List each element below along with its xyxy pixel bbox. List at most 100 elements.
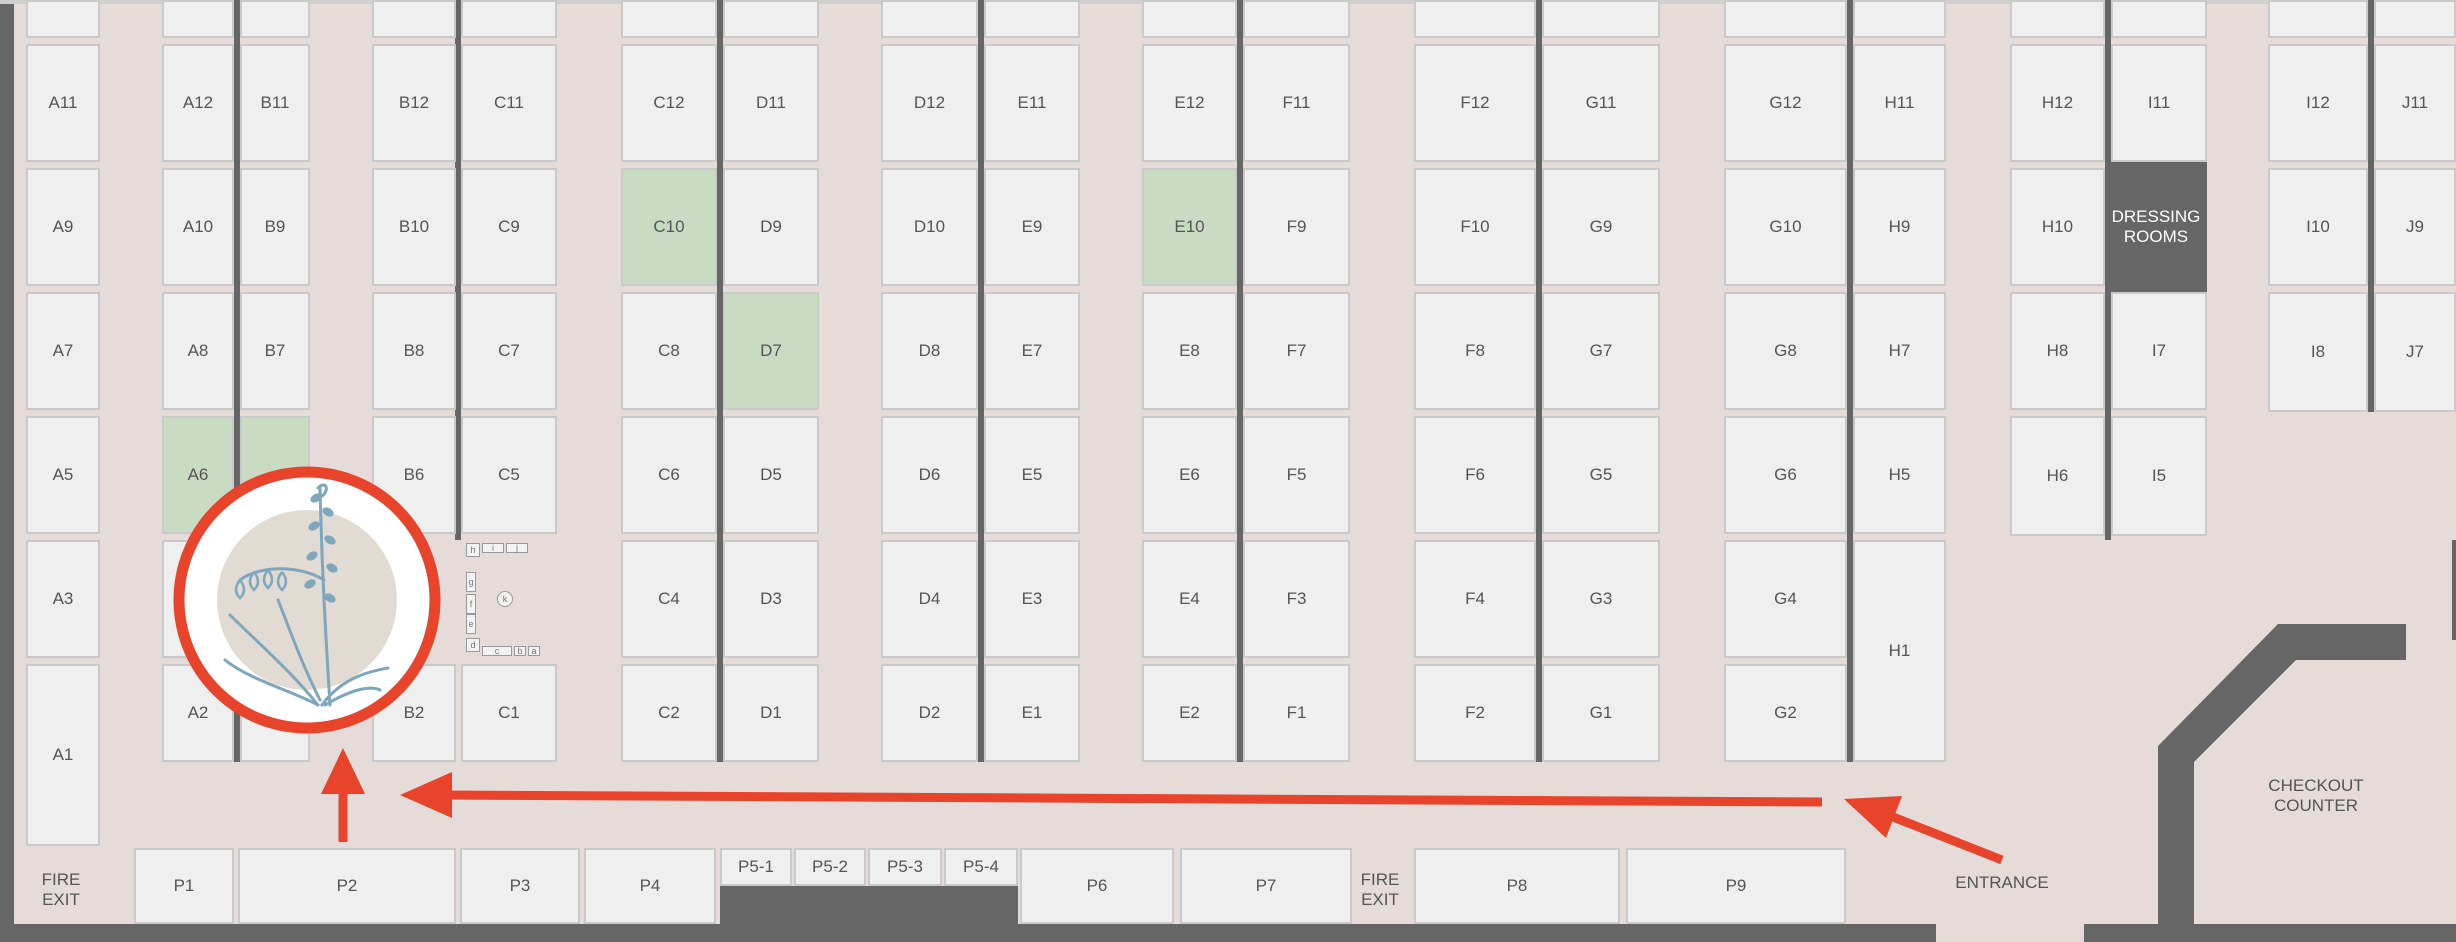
booth-E6[interactable]: E6: [1142, 416, 1237, 534]
booth-I7[interactable]: I7: [2111, 292, 2207, 410]
booth-G9[interactable]: G9: [1542, 168, 1660, 286]
booth-P5-1[interactable]: P5-1: [720, 848, 792, 886]
booth-P5-4[interactable]: P5-4: [944, 848, 1018, 886]
booth-E9[interactable]: E9: [984, 168, 1080, 286]
small-table-c[interactable]: c: [482, 646, 512, 656]
booth-A12[interactable]: A12: [162, 44, 234, 162]
booth-G5[interactable]: G5: [1542, 416, 1660, 534]
booth-F2[interactable]: F2: [1414, 664, 1536, 762]
booth-C7[interactable]: C7: [461, 292, 557, 410]
booth-B8[interactable]: B8: [372, 292, 456, 410]
booth-D3[interactable]: D3: [723, 540, 819, 658]
booth-E3[interactable]: E3: [984, 540, 1080, 658]
booth-E5[interactable]: E5: [984, 416, 1080, 534]
booth-B11[interactable]: B11: [240, 44, 310, 162]
booth-H10[interactable]: H10: [2010, 168, 2105, 286]
booth-B7[interactable]: B7: [240, 292, 310, 410]
booth-E1[interactable]: E1: [984, 664, 1080, 762]
booth-F9[interactable]: F9: [1243, 168, 1350, 286]
booth-A1[interactable]: A1: [26, 664, 100, 846]
booth-P4[interactable]: P4: [584, 848, 716, 924]
booth-C1[interactable]: C1: [461, 664, 557, 762]
booth-A9[interactable]: A9: [26, 168, 100, 286]
booth-H5[interactable]: H5: [1853, 416, 1946, 534]
booth-D5[interactable]: D5: [723, 416, 819, 534]
booth-A10[interactable]: A10: [162, 168, 234, 286]
booth-P1[interactable]: P1: [134, 848, 234, 924]
booth-J9[interactable]: J9: [2374, 168, 2456, 286]
booth-I12[interactable]: I12: [2268, 44, 2368, 162]
booth-E2[interactable]: E2: [1142, 664, 1237, 762]
booth-C2[interactable]: C2: [621, 664, 717, 762]
booth-H8[interactable]: H8: [2010, 292, 2105, 410]
booth-E10[interactable]: E10: [1142, 168, 1237, 286]
small-table-a[interactable]: a: [528, 646, 540, 656]
booth-J11[interactable]: J11: [2374, 44, 2456, 162]
booth-E7[interactable]: E7: [984, 292, 1080, 410]
booth-D8[interactable]: D8: [881, 292, 978, 410]
booth-B10[interactable]: B10: [372, 168, 456, 286]
booth-C11[interactable]: C11: [461, 44, 557, 162]
booth-P8[interactable]: P8: [1414, 848, 1620, 924]
booth-P6[interactable]: P6: [1020, 848, 1174, 924]
booth-G8[interactable]: G8: [1724, 292, 1847, 410]
booth-B12[interactable]: B12: [372, 44, 456, 162]
booth-A3[interactable]: A3: [26, 540, 100, 658]
booth-A7[interactable]: A7: [26, 292, 100, 410]
booth-F11[interactable]: F11: [1243, 44, 1350, 162]
booth-P7[interactable]: P7: [1180, 848, 1352, 924]
booth-D2[interactable]: D2: [881, 664, 978, 762]
booth-C6[interactable]: C6: [621, 416, 717, 534]
booth-I11[interactable]: I11: [2111, 44, 2207, 162]
booth-P5-3[interactable]: P5-3: [868, 848, 942, 886]
booth-E11[interactable]: E11: [984, 44, 1080, 162]
booth-A5[interactable]: A5: [26, 416, 100, 534]
booth-C12[interactable]: C12: [621, 44, 717, 162]
booth-H11[interactable]: H11: [1853, 44, 1946, 162]
booth-D7[interactable]: D7: [723, 292, 819, 410]
booth-C10[interactable]: C10: [621, 168, 717, 286]
booth-I10[interactable]: I10: [2268, 168, 2368, 286]
small-table-j[interactable]: j: [506, 543, 528, 553]
booth-H1[interactable]: H1: [1853, 540, 1946, 762]
booth-F5[interactable]: F5: [1243, 416, 1350, 534]
booth-H6[interactable]: H6: [2010, 416, 2105, 536]
booth-H9[interactable]: H9: [1853, 168, 1946, 286]
small-table-e[interactable]: e: [466, 614, 476, 634]
booth-G1[interactable]: G1: [1542, 664, 1660, 762]
booth-C5[interactable]: C5: [461, 416, 557, 534]
small-table-d[interactable]: d: [466, 638, 480, 652]
booth-P5-2[interactable]: P5-2: [794, 848, 866, 886]
booth-G12[interactable]: G12: [1724, 44, 1847, 162]
booth-E12[interactable]: E12: [1142, 44, 1237, 162]
booth-G7[interactable]: G7: [1542, 292, 1660, 410]
booth-G4[interactable]: G4: [1724, 540, 1847, 658]
small-table-g[interactable]: g: [466, 572, 476, 592]
booth-I5[interactable]: I5: [2111, 416, 2207, 536]
booth-E4[interactable]: E4: [1142, 540, 1237, 658]
small-table-b[interactable]: b: [514, 646, 526, 656]
small-table-f[interactable]: f: [466, 594, 476, 614]
small-table-k[interactable]: k: [497, 591, 513, 607]
booth-J7[interactable]: J7: [2374, 292, 2456, 412]
booth-D12[interactable]: D12: [881, 44, 978, 162]
small-table-h[interactable]: h: [466, 543, 480, 557]
booth-G6[interactable]: G6: [1724, 416, 1847, 534]
booth-G2[interactable]: G2: [1724, 664, 1847, 762]
booth-D11[interactable]: D11: [723, 44, 819, 162]
booth-P2[interactable]: P2: [238, 848, 456, 924]
booth-F12[interactable]: F12: [1414, 44, 1536, 162]
booth-G3[interactable]: G3: [1542, 540, 1660, 658]
booth-B6[interactable]: B6: [372, 416, 456, 534]
booth-F6[interactable]: F6: [1414, 416, 1536, 534]
booth-D4[interactable]: D4: [881, 540, 978, 658]
booth-A8[interactable]: A8: [162, 292, 234, 410]
booth-A11[interactable]: A11: [26, 44, 100, 162]
booth-F3[interactable]: F3: [1243, 540, 1350, 658]
booth-B9[interactable]: B9: [240, 168, 310, 286]
booth-H7[interactable]: H7: [1853, 292, 1946, 410]
booth-P3[interactable]: P3: [460, 848, 580, 924]
booth-C9[interactable]: C9: [461, 168, 557, 286]
booth-D9[interactable]: D9: [723, 168, 819, 286]
small-table-i[interactable]: i: [482, 543, 504, 553]
